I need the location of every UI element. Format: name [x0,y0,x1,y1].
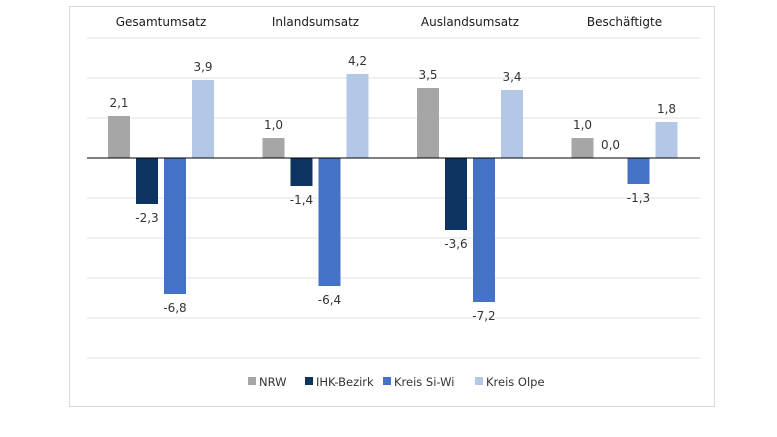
bar [290,158,313,186]
data-label: 3,4 [502,70,521,84]
data-label: 1,0 [573,118,592,132]
bar [473,158,495,302]
legend-label: Kreis Olpe [486,375,545,389]
category-label: Auslandsumsatz [421,15,519,29]
data-label: 3,5 [418,68,437,82]
data-label: 1,8 [657,102,676,116]
data-label: -2,3 [135,211,158,225]
bar [571,138,594,158]
grid-lines [87,37,700,359]
bar [164,158,186,294]
data-label: -1,3 [627,191,650,205]
bar [318,158,341,286]
data-label: -1,4 [290,193,313,207]
data-label: -3,6 [444,237,467,251]
legend-label: NRW [259,375,287,389]
legend-label: IHK-Bezirk [316,375,374,389]
bar [108,116,130,158]
bar [136,158,158,204]
category-label: Gesamtumsatz [116,15,207,29]
data-label: 2,1 [109,96,128,110]
legend-swatch [383,377,391,385]
data-label: 4,2 [348,54,367,68]
category-labels: Gesamtumsatz Inlandsumsatz Auslandsumsatz B… [116,15,662,29]
data-label: 0,0 [601,138,620,152]
bar [655,122,678,158]
bar [501,90,523,158]
category-label: Inlandsumsatz [272,15,359,29]
data-label: -7,2 [472,309,495,323]
bar [445,158,467,230]
bars [87,74,700,302]
data-label: 3,9 [193,60,212,74]
legend-swatch [305,377,313,385]
category-label: Beschäftigte [587,15,662,29]
legend-swatch [475,377,483,385]
bar [346,74,369,158]
legend-label: Kreis Si-Wi [394,375,454,389]
data-label: -6,4 [318,293,341,307]
data-label: 1,0 [264,118,283,132]
legend-swatch [248,377,256,385]
legend: NRW IHK-Bezirk Kreis Si-Wi Kreis Olpe [248,375,545,389]
data-label: -6,8 [163,301,186,315]
bar [627,158,650,184]
bar [262,138,285,158]
bar [192,80,214,158]
bar [417,88,439,158]
value-labels: 2,1 -2,3 -6,8 3,9 1,0 -1,4 -6,4 4,2 3,5 -3,6 -7,2 3… [109,54,676,323]
